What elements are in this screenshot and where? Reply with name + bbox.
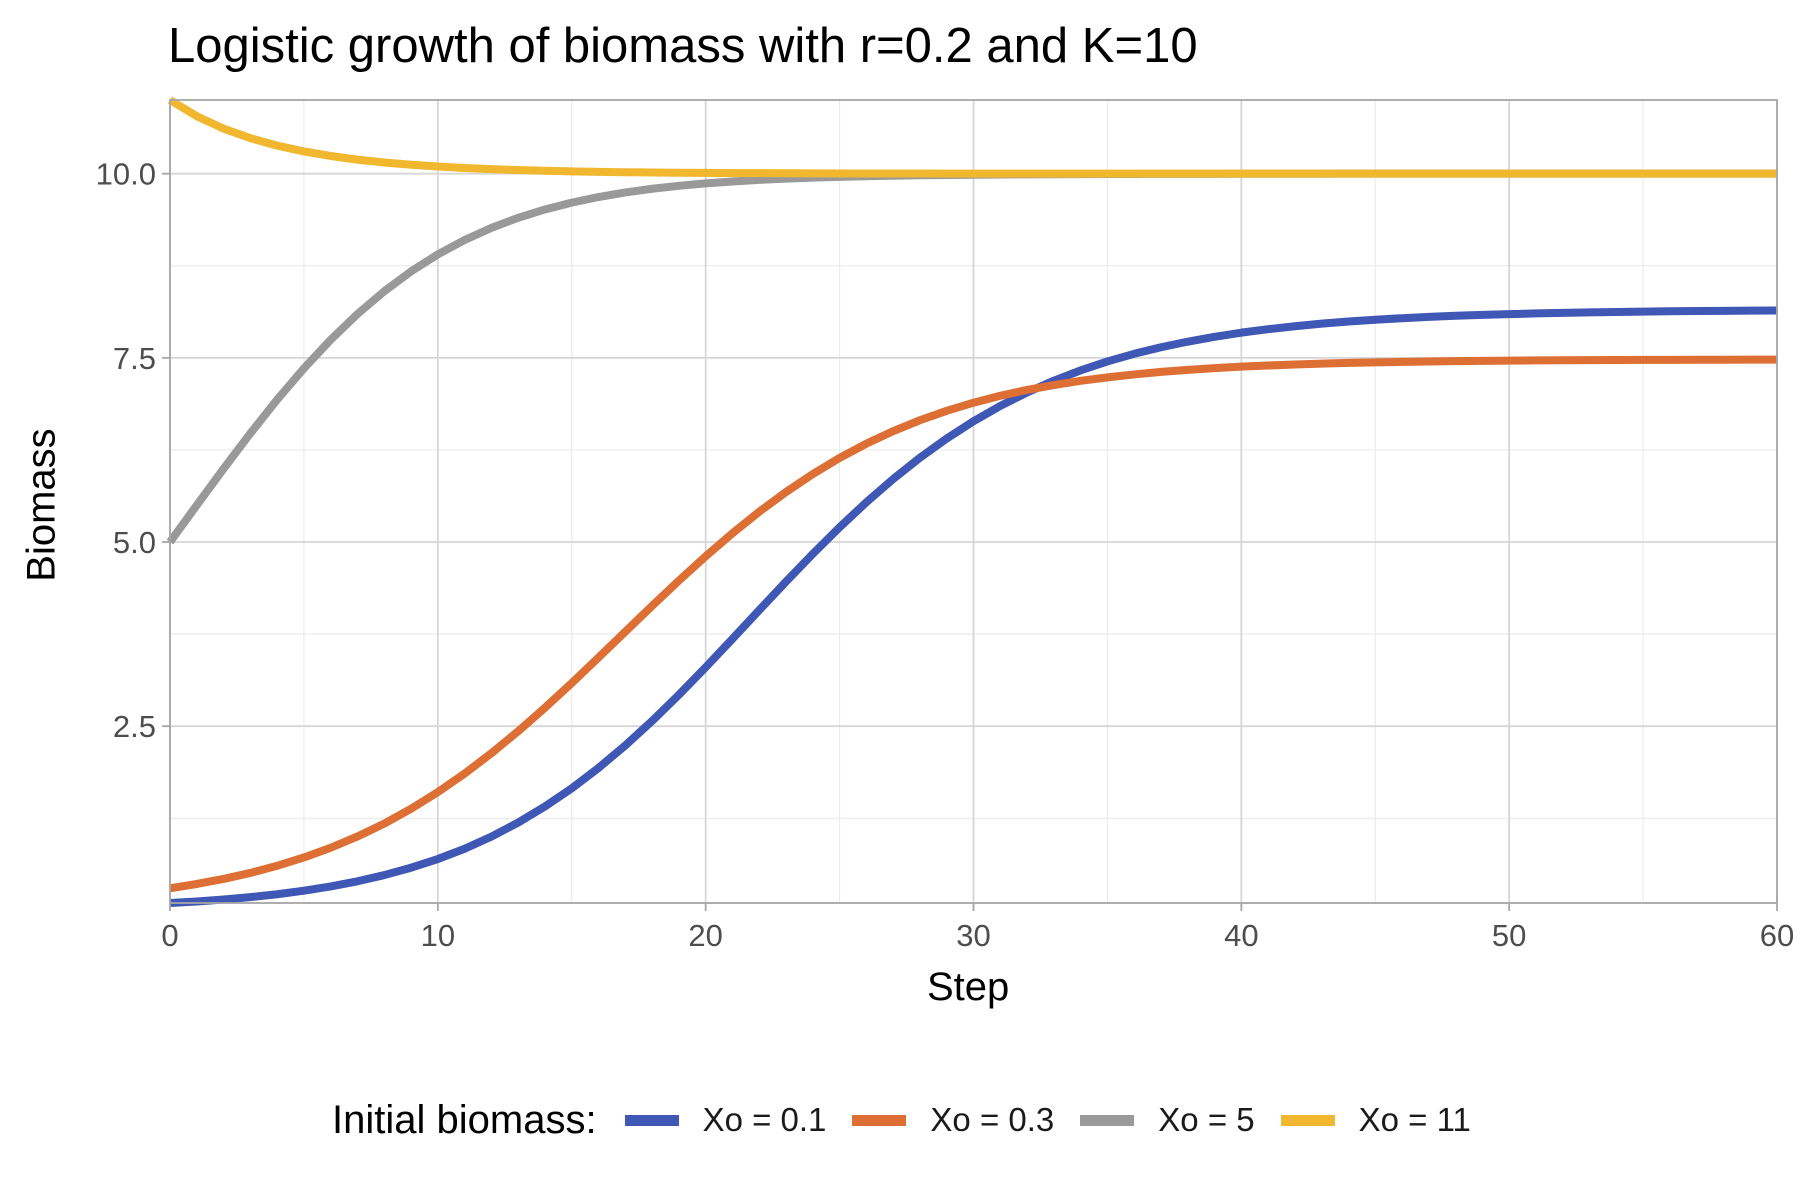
y-tick-label: 7.5 [113,341,156,376]
y-tick-label: 5.0 [113,525,156,560]
series-line [167,96,1777,178]
legend-label: Xo = 0.3 [930,1101,1055,1138]
y-tick-label: 10.0 [96,157,156,192]
x-tick-label: 60 [1760,918,1794,953]
series-line [169,355,1777,893]
y-axis-title: Biomass [19,428,64,582]
legend-item: Xo = 5 [1080,1101,1255,1139]
x-tick-label: 20 [688,918,722,953]
x-tick-label: 50 [1492,918,1526,953]
series-line [169,306,1778,907]
legend-title: Initial biomass: [332,1097,597,1142]
x-tick-label: 40 [1224,918,1258,953]
legend-swatch [624,1114,679,1126]
legend-swatch [1280,1114,1335,1126]
legend-item: Xo = 11 [1280,1101,1471,1139]
legend-swatch [852,1114,907,1126]
legend-label: Xo = 5 [1158,1101,1255,1138]
legend-swatch [1080,1114,1135,1126]
x-tick-label: 10 [421,918,455,953]
legend-item: Xo = 0.3 [852,1101,1054,1139]
legend-label: Xo = 0.1 [702,1101,827,1138]
x-tick-label: 30 [956,918,990,953]
chart-title: Logistic growth of biomass with r=0.2 an… [168,19,1198,73]
y-tick-label: 2.5 [113,709,156,744]
legend-item: Xo = 0.1 [624,1101,827,1139]
x-axis-title: Step [927,965,1010,1009]
legend: Initial biomass: Xo = 0.1 Xo = 0.3 Xo = … [332,1090,1497,1150]
x-tick-label: 0 [161,918,178,953]
legend-label: Xo = 11 [1358,1101,1471,1138]
